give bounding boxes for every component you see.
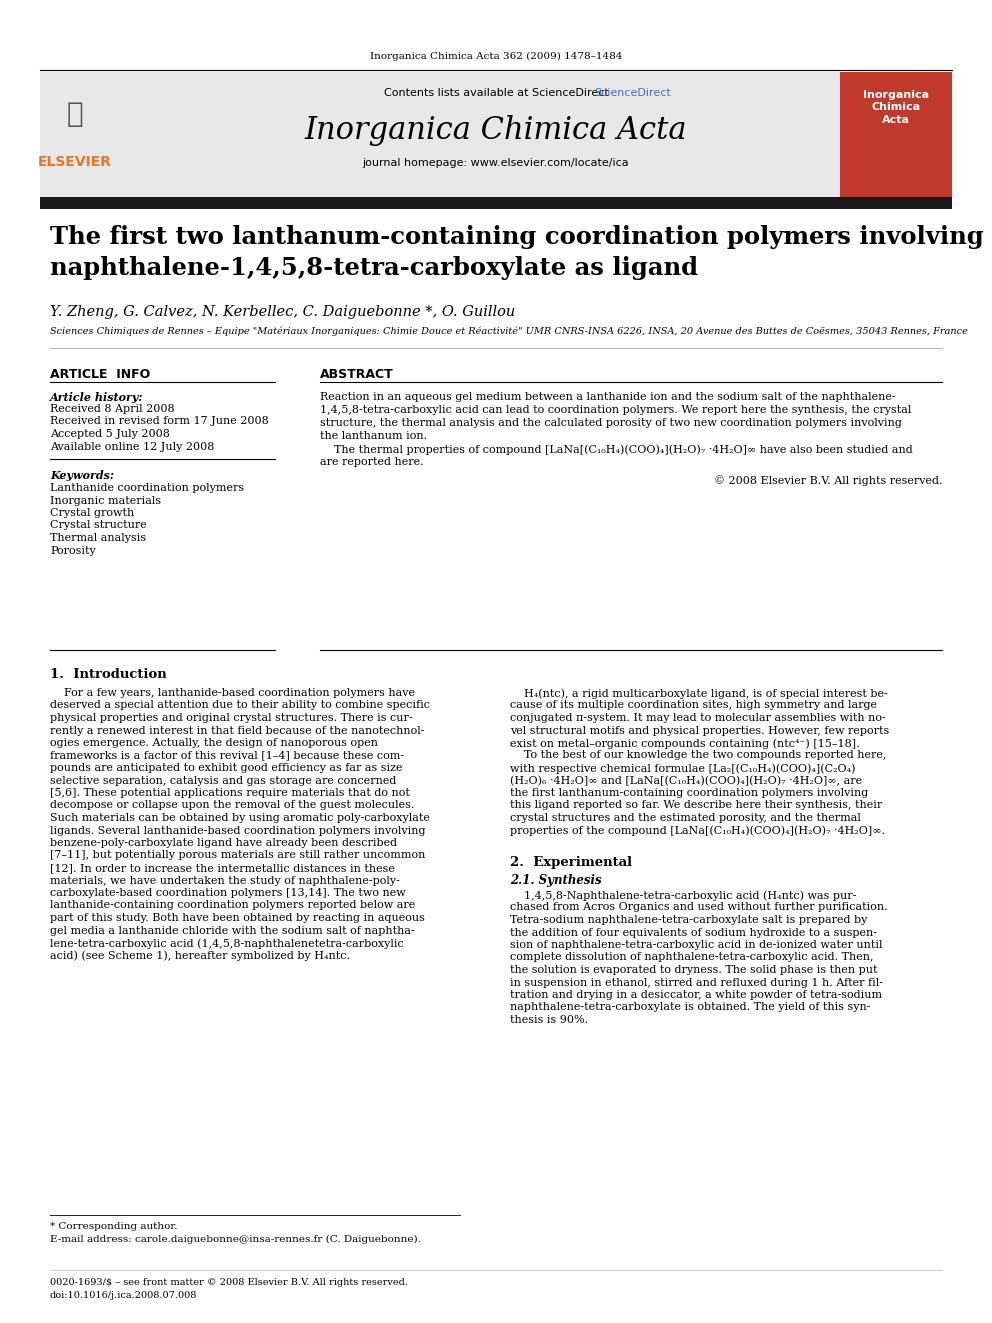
Text: journal homepage: www.elsevier.com/locate/ica: journal homepage: www.elsevier.com/locat…	[363, 157, 629, 168]
Text: pounds are anticipated to exhibit good efficiency as far as size: pounds are anticipated to exhibit good e…	[50, 763, 403, 773]
Text: in suspension in ethanol, stirred and refluxed during 1 h. After fil-: in suspension in ethanol, stirred and re…	[510, 978, 883, 987]
Text: gel media a lanthanide chloride with the sodium salt of naphtha-: gel media a lanthanide chloride with the…	[50, 926, 415, 935]
Text: the solution is evaporated to dryness. The solid phase is then put: the solution is evaporated to dryness. T…	[510, 964, 878, 975]
Text: 🌳: 🌳	[66, 101, 83, 128]
Text: Inorganica
Chimica
Acta: Inorganica Chimica Acta	[863, 90, 930, 124]
Text: 0020-1693/$ – see front matter © 2008 Elsevier B.V. All rights reserved.: 0020-1693/$ – see front matter © 2008 El…	[50, 1278, 408, 1287]
Text: [12]. In order to increase the intermetallic distances in these: [12]. In order to increase the intermeta…	[50, 863, 395, 873]
Text: ScienceDirect: ScienceDirect	[594, 89, 671, 98]
Text: cause of its multiple coordination sites, high symmetry and large: cause of its multiple coordination sites…	[510, 700, 877, 710]
Text: To the best of our knowledge the two compounds reported here,: To the best of our knowledge the two com…	[510, 750, 887, 761]
Text: Y. Zheng, G. Calvez, N. Kerbellec, C. Daiguebonne *, O. Guillou: Y. Zheng, G. Calvez, N. Kerbellec, C. Da…	[50, 306, 515, 319]
Text: naphthalene-tetra-carboxylate is obtained. The yield of this syn-: naphthalene-tetra-carboxylate is obtaine…	[510, 1003, 871, 1012]
Text: [5,6]. These potential applications require materials that do not: [5,6]. These potential applications requ…	[50, 789, 410, 798]
Text: materials, we have undertaken the study of naphthalene-poly-: materials, we have undertaken the study …	[50, 876, 400, 885]
Text: Received 8 April 2008: Received 8 April 2008	[50, 404, 175, 414]
Text: vel structural motifs and physical properties. However, few reports: vel structural motifs and physical prope…	[510, 725, 889, 736]
Text: ELSEVIER: ELSEVIER	[38, 155, 112, 169]
Text: ABSTRACT: ABSTRACT	[320, 368, 394, 381]
Text: 2.  Experimental: 2. Experimental	[510, 856, 632, 869]
Text: Porosity: Porosity	[50, 545, 96, 556]
Text: part of this study. Both have been obtained by reacting in aqueous: part of this study. Both have been obtai…	[50, 913, 425, 923]
Text: Available online 12 July 2008: Available online 12 July 2008	[50, 442, 214, 451]
Text: thesis is 90%.: thesis is 90%.	[510, 1015, 588, 1025]
Bar	[40, 71, 840, 197]
Text: ogies emergence. Actually, the design of nanoporous open: ogies emergence. Actually, the design of…	[50, 738, 378, 747]
Text: 1,4,5,8-tetra-carboxylic acid can lead to coordination polymers. We report here : 1,4,5,8-tetra-carboxylic acid can lead t…	[320, 405, 912, 415]
Text: ligands. Several lanthanide-based coordination polymers involving: ligands. Several lanthanide-based coordi…	[50, 826, 426, 836]
Text: For a few years, lanthanide-based coordination polymers have: For a few years, lanthanide-based coordi…	[50, 688, 415, 699]
Text: Inorganic materials: Inorganic materials	[50, 496, 161, 505]
Text: E-mail address: carole.daiguebonne@insa-rennes.fr (C. Daiguebonne).: E-mail address: carole.daiguebonne@insa-…	[50, 1234, 421, 1244]
Text: The thermal properties of compound [LaNa[(C₁₀H₄)(COO)₄](H₂O)₇ ·4H₂O]∞ have also : The thermal properties of compound [LaNa…	[320, 445, 913, 455]
Text: Thermal analysis: Thermal analysis	[50, 533, 146, 542]
Text: 1.  Introduction: 1. Introduction	[50, 668, 167, 681]
Text: rently a renewed interest in that field because of the nanotechnol-: rently a renewed interest in that field …	[50, 725, 425, 736]
Text: crystal structures and the estimated porosity, and the thermal: crystal structures and the estimated por…	[510, 814, 861, 823]
Text: selective separation, catalysis and gas storage are concerned: selective separation, catalysis and gas …	[50, 775, 397, 786]
Text: the addition of four equivalents of sodium hydroxide to a suspen-: the addition of four equivalents of sodi…	[510, 927, 877, 938]
Text: Lanthanide coordination polymers: Lanthanide coordination polymers	[50, 483, 244, 493]
Text: physical properties and original crystal structures. There is cur-: physical properties and original crystal…	[50, 713, 413, 722]
Text: Inorganica Chimica Acta: Inorganica Chimica Acta	[305, 115, 687, 146]
Text: Contents lists available at ScienceDirect: Contents lists available at ScienceDirec…	[384, 89, 608, 98]
Text: Article history:: Article history:	[50, 392, 144, 404]
Text: Reaction in an aqueous gel medium between a lanthanide ion and the sodium salt o: Reaction in an aqueous gel medium betwee…	[320, 392, 896, 402]
Text: structure, the thermal analysis and the calculated porosity of two new coordinat: structure, the thermal analysis and the …	[320, 418, 902, 429]
Text: © 2008 Elsevier B.V. All rights reserved.: © 2008 Elsevier B.V. All rights reserved…	[713, 475, 942, 486]
Text: 1,4,5,8-Naphthalene-tetra-carboxylic acid (H₄ntc) was pur-: 1,4,5,8-Naphthalene-tetra-carboxylic aci…	[510, 890, 856, 901]
Text: Such materials can be obtained by using aromatic poly-carboxylate: Such materials can be obtained by using …	[50, 814, 430, 823]
Text: 2.1. Synthesis: 2.1. Synthesis	[510, 875, 601, 886]
Text: exist on metal–organic compounds containing (ntc⁴⁻) [15–18].: exist on metal–organic compounds contain…	[510, 738, 860, 749]
Text: carboxylate-based coordination polymers [13,14]. The two new: carboxylate-based coordination polymers …	[50, 888, 406, 898]
Text: acid) (see Scheme 1), hereafter symbolized by H₄ntc.: acid) (see Scheme 1), hereafter symboliz…	[50, 950, 350, 960]
Text: Received in revised form 17 June 2008: Received in revised form 17 June 2008	[50, 417, 269, 426]
Text: doi:10.1016/j.ica.2008.07.008: doi:10.1016/j.ica.2008.07.008	[50, 1291, 197, 1301]
Text: this ligand reported so far. We describe here their synthesis, their: this ligand reported so far. We describe…	[510, 800, 882, 811]
Text: Sciences Chimiques de Rennes – Equipe "Matériaux Inorganiques: Chimie Douce et R: Sciences Chimiques de Rennes – Equipe "M…	[50, 327, 968, 336]
Text: are reported here.: are reported here.	[320, 456, 424, 467]
Text: with respective chemical formulae [La₂[(C₁₀H₄)(COO)₄](C₂O₄): with respective chemical formulae [La₂[(…	[510, 763, 855, 774]
Text: [7–11], but potentially porous materials are still rather uncommon: [7–11], but potentially porous materials…	[50, 851, 426, 860]
Text: lene-tetra-carboxylic acid (1,4,5,8-naphthalenetetra-carboxylic: lene-tetra-carboxylic acid (1,4,5,8-naph…	[50, 938, 404, 949]
Text: lanthanide-containing coordination polymers reported below are: lanthanide-containing coordination polym…	[50, 901, 416, 910]
Text: (H₂O)₆ ·4H₂O]∞ and [LaNa[(C₁₀H₄)(COO)₄](H₂O)₇ ·4H₂O]∞, are: (H₂O)₆ ·4H₂O]∞ and [LaNa[(C₁₀H₄)(COO)₄](…	[510, 775, 862, 786]
Text: complete dissolution of naphthalene-tetra-carboxylic acid. Then,: complete dissolution of naphthalene-tetr…	[510, 953, 874, 963]
Bar	[840, 71, 952, 197]
Text: Tetra-sodium naphthalene-tetra-carboxylate salt is prepared by: Tetra-sodium naphthalene-tetra-carboxyla…	[510, 916, 867, 925]
Bar	[40, 71, 180, 197]
Text: the first lanthanum-containing coordination polymers involving: the first lanthanum-containing coordinat…	[510, 789, 868, 798]
Text: decompose or collapse upon the removal of the guest molecules.: decompose or collapse upon the removal o…	[50, 800, 415, 811]
Text: H₄(ntc), a rigid multicarboxylate ligand, is of special interest be-: H₄(ntc), a rigid multicarboxylate ligand…	[510, 688, 888, 699]
Text: conjugated π-system. It may lead to molecular assemblies with no-: conjugated π-system. It may lead to mole…	[510, 713, 886, 722]
Text: properties of the compound [LaNa[(C₁₀H₄)(COO)₄](H₂O)₇ ·4H₂O]∞.: properties of the compound [LaNa[(C₁₀H₄)…	[510, 826, 885, 836]
Text: Keywords:: Keywords:	[50, 470, 114, 482]
Text: Crystal growth: Crystal growth	[50, 508, 134, 519]
Text: the lanthanum ion.: the lanthanum ion.	[320, 431, 428, 441]
Text: deserved a special attention due to their ability to combine specific: deserved a special attention due to thei…	[50, 700, 430, 710]
Text: Inorganica Chimica Acta 362 (2009) 1478–1484: Inorganica Chimica Acta 362 (2009) 1478–…	[370, 52, 622, 61]
Text: Accepted 5 July 2008: Accepted 5 July 2008	[50, 429, 170, 439]
Text: Crystal structure: Crystal structure	[50, 520, 147, 531]
Text: benzene-poly-carboxylate ligand have already been described: benzene-poly-carboxylate ligand have alr…	[50, 837, 397, 848]
Text: The first two lanthanum-containing coordination polymers involving
naphthalene-1: The first two lanthanum-containing coord…	[50, 225, 984, 279]
Text: * Corresponding author.: * Corresponding author.	[50, 1222, 178, 1230]
Bar	[40, 197, 952, 209]
Text: sion of naphthalene-tetra-carboxylic acid in de-ionized water until: sion of naphthalene-tetra-carboxylic aci…	[510, 941, 883, 950]
Text: frameworks is a factor of this revival [1–4] because these com-: frameworks is a factor of this revival […	[50, 750, 404, 761]
Text: tration and drying in a desiccator, a white powder of tetra-sodium: tration and drying in a desiccator, a wh…	[510, 990, 882, 1000]
Text: chased from Acros Organics and used without further purification.: chased from Acros Organics and used with…	[510, 902, 888, 913]
Text: ARTICLE  INFO: ARTICLE INFO	[50, 368, 150, 381]
